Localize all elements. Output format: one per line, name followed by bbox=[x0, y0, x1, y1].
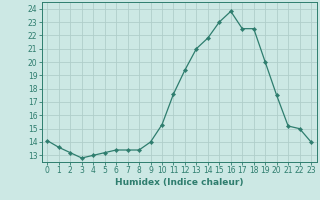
X-axis label: Humidex (Indice chaleur): Humidex (Indice chaleur) bbox=[115, 178, 244, 187]
